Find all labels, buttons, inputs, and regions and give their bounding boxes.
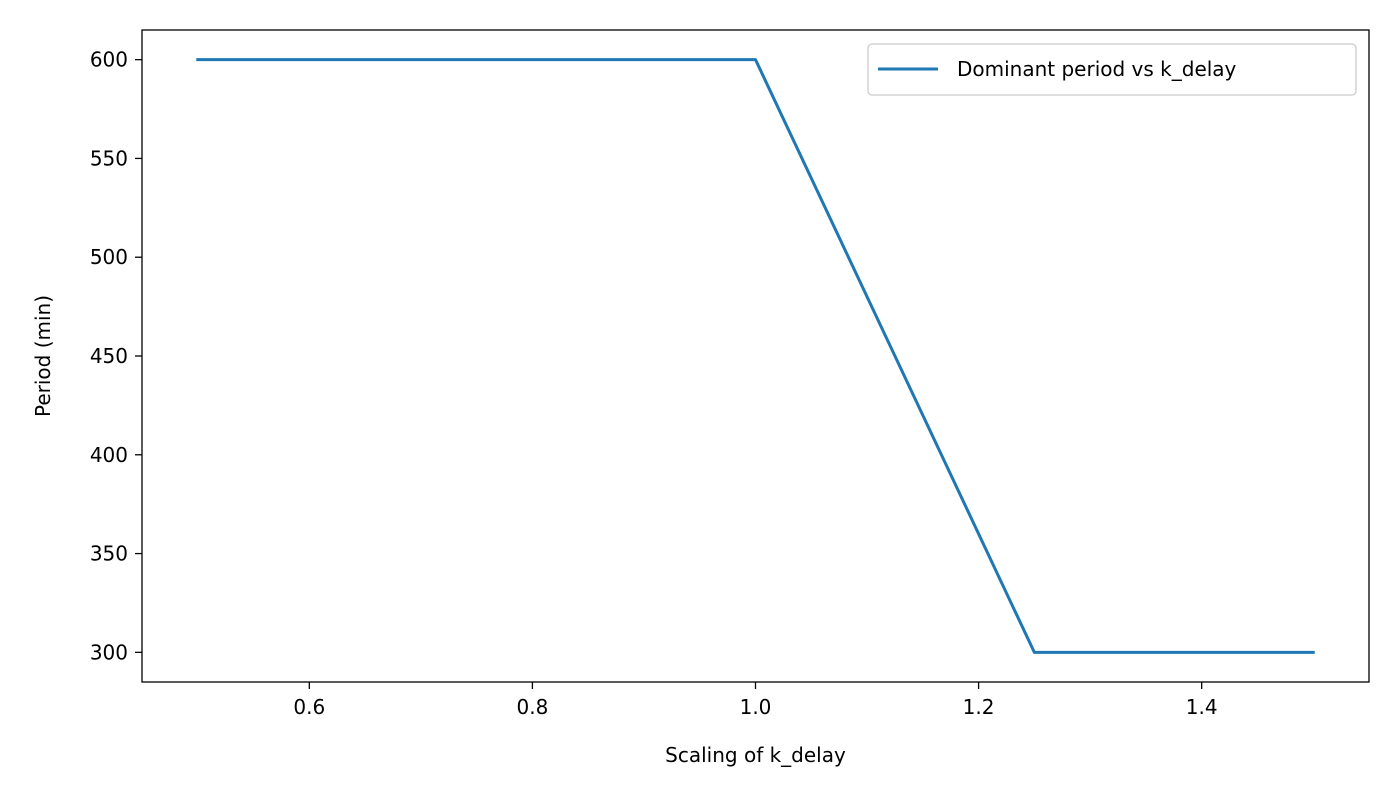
y-tick-label: 450 [90, 344, 128, 368]
series-line-0 [196, 58, 1315, 654]
y-tick-label: 350 [90, 542, 128, 566]
plot-area [142, 30, 1369, 682]
y-tick-label: 500 [90, 245, 128, 269]
y-tick-label: 550 [90, 146, 128, 170]
y-tick-label: 300 [90, 640, 128, 664]
y-tick-label: 400 [90, 443, 128, 467]
x-axis-label: Scaling of k_delay [665, 743, 846, 767]
legend-box [867, 43, 1357, 96]
x-tick-label: 0.6 [293, 695, 325, 719]
plot-frame [141, 29, 1370, 683]
y-axis-ticks: 300 350 400 450 500 550 600 [90, 48, 142, 664]
x-tick-label: 0.8 [517, 695, 549, 719]
x-tick-label: 1.0 [740, 695, 772, 719]
legend-label: Dominant period vs k_delay [957, 57, 1237, 81]
x-axis-ticks: 0.6 0.8 1.0 1.2 1.4 [293, 682, 1218, 719]
series-layer [196, 58, 1315, 654]
y-tick-label: 600 [90, 48, 128, 72]
x-tick-label: 1.4 [1186, 695, 1218, 719]
legend: Dominant period vs k_delay [867, 43, 1357, 96]
x-tick-label: 1.2 [963, 695, 995, 719]
y-axis-label: Period (min) [31, 295, 55, 417]
